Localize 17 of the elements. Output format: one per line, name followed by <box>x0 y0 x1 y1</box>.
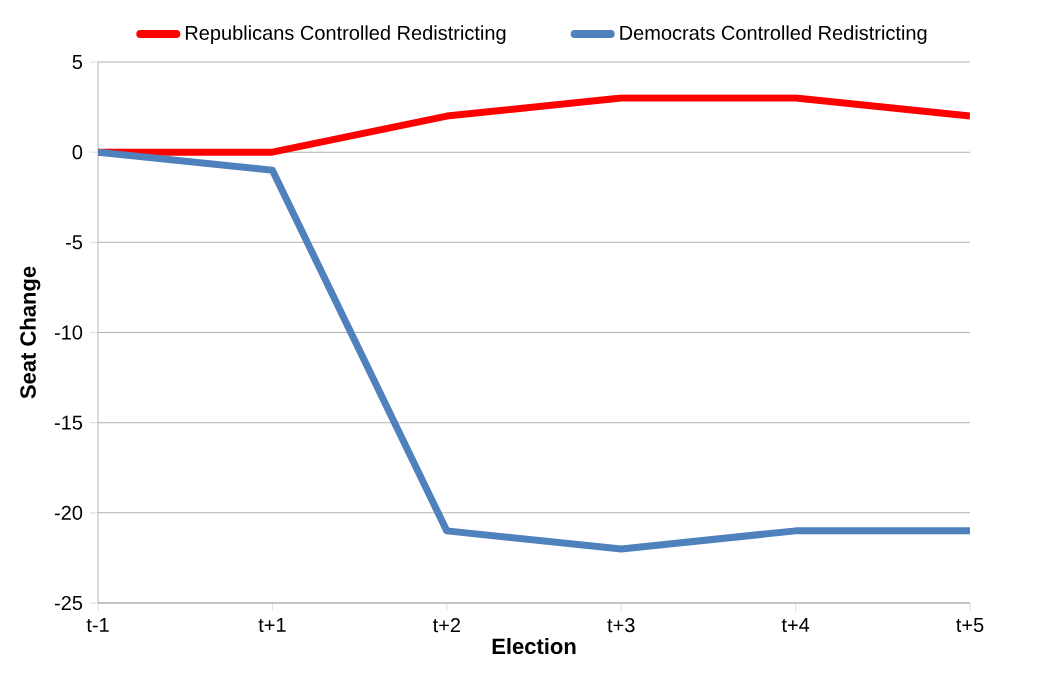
x-tick-label: t+5 <box>956 618 984 633</box>
x-tick-label: t+1 <box>258 618 286 632</box>
y-tick-label: 5 <box>72 55 83 69</box>
x-tick-label: t+3 <box>607 618 635 633</box>
x-axis-title: Election <box>492 637 576 655</box>
y-axis-title: Seat Change <box>19 266 41 399</box>
y-tick-label: -5 <box>66 235 83 250</box>
x-tick-label: t+2 <box>432 618 460 633</box>
x-tick-label: t+4 <box>781 618 810 632</box>
y-tick-label: -10 <box>54 325 83 340</box>
x-tick-label: t-1 <box>86 618 109 632</box>
y-tick-label: -25 <box>54 595 83 611</box>
y-tick-label: -20 <box>54 505 83 520</box>
y-tick-label: -15 <box>54 415 83 430</box>
legend-label: Democrats Controlled Redistricting <box>620 25 927 44</box>
y-tick-label: 0 <box>72 145 83 160</box>
legend-label: Republicans Controlled Redistricting <box>185 25 506 44</box>
